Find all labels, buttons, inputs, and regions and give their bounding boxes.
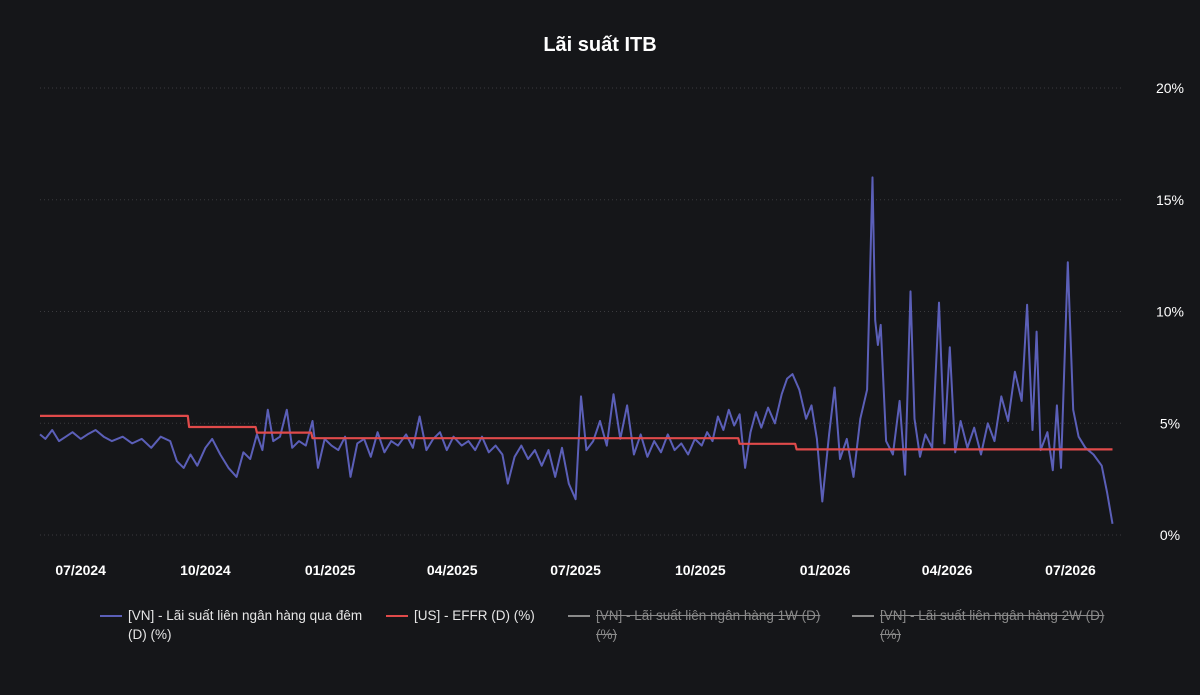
y-tick-label: 15% xyxy=(1156,192,1184,208)
y-tick-label: 5% xyxy=(1160,415,1180,431)
x-tick-label: 10/2025 xyxy=(675,562,726,578)
series-line-vn-overnight xyxy=(39,176,1114,524)
legend-item-vn-1w[interactable]: [VN] - Lãi suất liên ngân hàng 1W (D) (%… xyxy=(568,606,830,644)
legend-label-us-effr: [US] - EFFR (D) (%) xyxy=(414,608,535,623)
legend-swatch-vn-overnight xyxy=(100,615,122,617)
legend-swatch-us-effr xyxy=(386,615,408,617)
legend-item-vn-2w[interactable]: [VN] - Lãi suất liên ngân hàng 2W (D) (%… xyxy=(852,606,1114,644)
legend-label-vn-2w: [VN] - Lãi suất liên ngân hàng 2W (D) (%… xyxy=(880,608,1105,642)
x-tick-label: 07/2026 xyxy=(1045,562,1096,578)
legend-swatch-vn-2w xyxy=(852,615,874,617)
x-tick-label: 01/2025 xyxy=(305,562,356,578)
x-axis: 07/2024 10/2024 01/2025 04/2025 07/2025 10/20… xyxy=(55,562,1096,578)
legend-item-us-effr[interactable]: [US] - EFFR (D) (%) xyxy=(386,606,561,625)
y-tick-label: 20% xyxy=(1156,80,1184,96)
x-tick-label: 01/2026 xyxy=(800,562,851,578)
chart-plot: 0% 5% 10% 15% 20% 07/2024 10/2024 01/2025 04/20… xyxy=(39,80,1184,578)
series-lines xyxy=(39,176,1114,524)
y-tick-label: 10% xyxy=(1156,304,1184,320)
legend-label-vn-1w: [VN] - Lãi suất liên ngân hàng 1W (D) (%… xyxy=(596,608,821,642)
chart-legend: [VN] - Lãi suất liên ngân hàng qua đêm (… xyxy=(0,606,1200,656)
x-tick-label: 04/2026 xyxy=(922,562,973,578)
legend-item-vn-overnight[interactable]: [VN] - Lãi suất liên ngân hàng qua đêm (… xyxy=(100,606,370,644)
gridlines xyxy=(40,87,1122,536)
x-tick-label: 07/2025 xyxy=(550,562,601,578)
x-tick-label: 07/2024 xyxy=(55,562,106,578)
y-axis: 0% 5% 10% 15% 20% xyxy=(1156,80,1184,543)
chart-title: Lãi suất ITB xyxy=(543,34,657,56)
legend-swatch-vn-1w xyxy=(568,615,590,617)
x-tick-label: 10/2024 xyxy=(180,562,231,578)
legend-label-vn-overnight: [VN] - Lãi suất liên ngân hàng qua đêm (… xyxy=(128,608,363,642)
y-tick-label: 0% xyxy=(1160,527,1180,543)
series-line-us-effr xyxy=(40,414,1113,451)
x-tick-label: 04/2025 xyxy=(427,562,478,578)
